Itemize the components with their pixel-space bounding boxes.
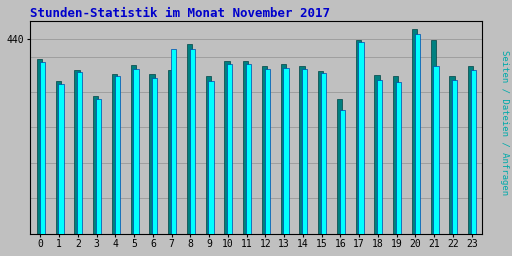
- Bar: [77, 72, 82, 233]
- Bar: [321, 73, 326, 233]
- Bar: [208, 81, 214, 233]
- Bar: [262, 66, 267, 233]
- Bar: [434, 66, 439, 233]
- Bar: [471, 70, 476, 233]
- Bar: [284, 68, 289, 233]
- Bar: [93, 96, 98, 233]
- Bar: [134, 69, 139, 233]
- Bar: [281, 65, 286, 233]
- Bar: [412, 29, 417, 233]
- Bar: [112, 74, 117, 233]
- Bar: [374, 75, 379, 233]
- Bar: [396, 82, 401, 233]
- Text: Stunden-Statistik im Monat November 2017: Stunden-Statistik im Monat November 2017: [30, 7, 330, 20]
- Bar: [246, 63, 251, 233]
- Bar: [415, 34, 420, 233]
- Bar: [377, 80, 382, 233]
- Bar: [37, 59, 42, 233]
- Bar: [224, 61, 229, 233]
- Text: Seiten / Dateien / Anfragen: Seiten / Dateien / Anfragen: [500, 50, 509, 195]
- Bar: [152, 78, 158, 233]
- Bar: [150, 74, 155, 233]
- Bar: [358, 42, 364, 233]
- Bar: [115, 77, 120, 233]
- Bar: [265, 69, 270, 233]
- Bar: [452, 80, 457, 233]
- Bar: [189, 49, 195, 233]
- Bar: [227, 63, 232, 233]
- Bar: [96, 99, 101, 233]
- Bar: [40, 62, 45, 233]
- Bar: [356, 40, 361, 233]
- Bar: [450, 77, 455, 233]
- Bar: [318, 71, 324, 233]
- Bar: [206, 77, 211, 233]
- Bar: [74, 70, 80, 233]
- Bar: [187, 44, 192, 233]
- Bar: [168, 70, 174, 233]
- Bar: [171, 49, 176, 233]
- Bar: [337, 99, 342, 233]
- Bar: [300, 66, 305, 233]
- Bar: [393, 77, 398, 233]
- Bar: [302, 69, 307, 233]
- Bar: [468, 66, 474, 233]
- Bar: [243, 61, 248, 233]
- Bar: [339, 110, 345, 233]
- Bar: [58, 84, 63, 233]
- Bar: [131, 65, 136, 233]
- Bar: [56, 81, 61, 233]
- Bar: [431, 40, 436, 233]
